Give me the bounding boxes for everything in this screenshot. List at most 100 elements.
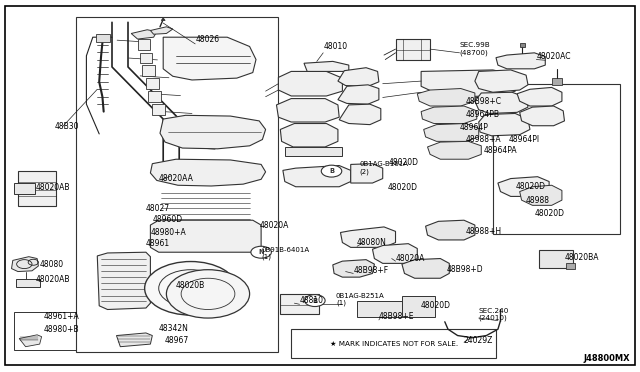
Polygon shape [498,177,549,196]
Text: 48020D: 48020D [515,182,545,191]
Text: 48020B: 48020B [176,281,205,290]
Text: 48027: 48027 [146,204,170,213]
Text: 0B1AG-B251A
(1): 0B1AG-B251A (1) [336,293,385,306]
Text: 0B1AG-B161A
(2): 0B1AG-B161A (2) [360,161,409,175]
Circle shape [305,295,325,307]
Text: 48020D: 48020D [387,183,417,192]
Circle shape [166,270,250,318]
Text: 0B91B-6401A
(1): 0B91B-6401A (1) [261,247,309,260]
Bar [148,91,161,102]
Bar [142,65,155,76]
Polygon shape [150,220,261,252]
Polygon shape [475,70,528,92]
Text: 48B98+C: 48B98+C [466,97,502,106]
Bar [402,296,435,317]
Text: B: B [329,168,334,174]
Circle shape [321,165,342,177]
Polygon shape [97,252,150,310]
Text: 48988+A: 48988+A [466,135,502,144]
Polygon shape [280,124,338,147]
Polygon shape [163,37,256,80]
Polygon shape [304,61,349,71]
Polygon shape [496,53,545,69]
Bar [16,279,40,287]
Polygon shape [351,164,383,183]
Bar [14,183,35,194]
Text: 48020AB: 48020AB [35,275,70,284]
Text: 48020AB: 48020AB [35,183,70,192]
Text: 48961+A: 48961+A [44,312,79,321]
Text: 48964PI: 48964PI [509,135,540,144]
Bar [552,78,562,85]
Circle shape [145,262,237,315]
Polygon shape [116,333,152,347]
Text: 48960D: 48960D [152,215,182,224]
Polygon shape [333,260,374,277]
Text: 48080N: 48080N [357,238,387,247]
Text: B: B [312,298,317,304]
Bar [396,39,430,60]
Text: J48800MX: J48800MX [584,354,630,363]
Bar [138,39,150,50]
Polygon shape [276,99,339,122]
Bar [520,43,525,46]
Circle shape [251,246,271,258]
Text: 48B98+D: 48B98+D [447,265,483,274]
Text: 48010: 48010 [323,42,348,51]
Text: ★ MARK INDICATES NOT FOR SALE.: ★ MARK INDICATES NOT FOR SALE. [330,340,458,347]
Polygon shape [421,106,477,124]
Text: 48988: 48988 [526,196,550,205]
Polygon shape [475,92,528,113]
Bar [96,34,110,42]
Text: 48020BA: 48020BA [564,253,599,262]
Text: SEC.240
(24010): SEC.240 (24010) [479,308,509,321]
Text: 48964PA: 48964PA [483,146,517,155]
Bar [357,301,402,317]
Bar [285,147,342,156]
Text: 48B98+F: 48B98+F [353,266,388,275]
Bar [152,104,165,115]
Bar [493,84,620,234]
Text: 48964P: 48964P [460,123,488,132]
Text: 48967: 48967 [165,336,189,345]
Text: 48020D: 48020D [421,301,451,310]
Text: 48020AC: 48020AC [536,52,571,61]
Text: 48020A: 48020A [259,221,289,230]
Text: 48980+A: 48980+A [150,228,186,237]
Text: 48020D: 48020D [534,209,564,218]
Bar [280,294,319,314]
Polygon shape [150,27,173,34]
Text: SEC.99B
(48700): SEC.99B (48700) [460,42,490,56]
Polygon shape [338,68,379,86]
Bar [140,53,152,63]
Text: 48988+H: 48988+H [466,227,502,236]
Bar [18,171,56,206]
Polygon shape [283,166,351,187]
Text: 48020D: 48020D [389,158,419,167]
Text: 24029Z: 24029Z [464,336,493,345]
Polygon shape [417,89,475,106]
Polygon shape [402,259,449,278]
Bar [566,263,575,269]
Polygon shape [340,227,396,247]
Polygon shape [19,335,42,347]
Text: 48B98+E: 48B98+E [379,312,414,321]
Text: N: N [259,249,264,255]
Text: 48980+B: 48980+B [44,325,79,334]
Bar [76,17,278,352]
Polygon shape [338,85,379,104]
Polygon shape [150,159,266,186]
Text: 48961: 48961 [146,239,170,248]
Polygon shape [278,71,342,96]
Bar [291,329,496,358]
Bar [146,78,159,89]
Polygon shape [517,87,562,106]
Text: 48964PB: 48964PB [466,110,500,119]
Polygon shape [479,113,530,136]
Polygon shape [426,220,475,240]
Text: 48B30: 48B30 [54,122,79,131]
Polygon shape [520,185,562,205]
Polygon shape [421,70,518,97]
Text: 48342N: 48342N [159,324,189,333]
Bar [14,312,76,350]
